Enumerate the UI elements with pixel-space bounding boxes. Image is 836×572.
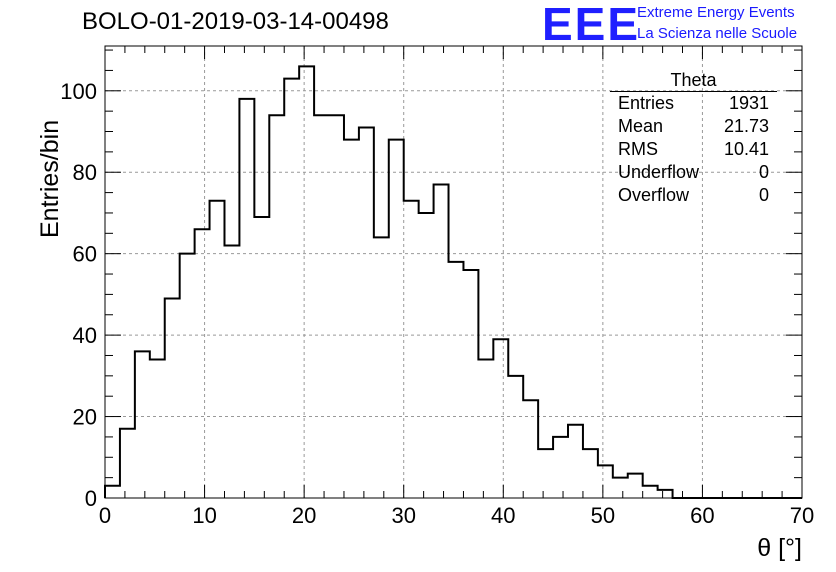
stats-title: Theta	[610, 70, 777, 92]
y-tick-label: 80	[73, 160, 97, 185]
stats-label: RMS	[618, 139, 658, 159]
x-tick-label: 50	[591, 503, 615, 528]
histogram-bin	[165, 298, 180, 498]
histogram-bin	[284, 79, 299, 498]
histogram-bin	[598, 465, 613, 498]
x-tick-label: 30	[391, 503, 415, 528]
histogram-bin	[344, 140, 359, 498]
y-tick-label: 0	[85, 486, 97, 511]
histogram-bin	[434, 184, 449, 498]
x-axis-title: θ [°]	[757, 534, 802, 562]
histogram-bin	[135, 351, 150, 498]
histogram-bin	[538, 449, 553, 498]
histogram-bin	[463, 270, 478, 498]
x-tick-label: 70	[790, 503, 814, 528]
histogram-bin	[120, 429, 135, 498]
run-title: BOLO-01-2019-03-14-00498	[82, 8, 389, 35]
org-name-line2: La Scienza nelle Scuole	[637, 25, 798, 42]
x-tick-label: 0	[99, 503, 111, 528]
stats-row-mean: Mean 21.73	[610, 115, 777, 138]
x-tick-label: 20	[292, 503, 316, 528]
stats-value: 10.41	[723, 139, 769, 159]
histogram-bin	[583, 449, 598, 498]
histogram-bin	[643, 486, 658, 498]
histogram-bin	[150, 360, 165, 498]
stats-value: 1931	[728, 93, 769, 113]
stats-value: 0	[758, 185, 769, 205]
stats-row-rms: RMS 10.41	[610, 138, 777, 161]
stats-value: 21.73	[723, 116, 769, 136]
histogram-bin	[628, 474, 643, 498]
histogram-bin	[419, 213, 434, 498]
stats-box: Theta Entries 1931 Mean 21.73 RMS 10.41 …	[610, 70, 777, 207]
histogram-bin	[210, 201, 225, 498]
histogram-bin	[523, 400, 538, 498]
histogram-bin	[404, 201, 419, 498]
histogram-bin	[180, 254, 195, 498]
y-tick-label: 100	[60, 79, 97, 104]
x-tick-label: 10	[192, 503, 216, 528]
histogram-bin	[658, 490, 673, 498]
histogram-bin	[254, 217, 269, 498]
y-tick-label: 20	[73, 405, 97, 430]
histogram-bin	[299, 66, 314, 498]
stats-value: 0	[758, 162, 769, 182]
stats-row-underflow: Underflow 0	[610, 161, 777, 184]
org-name-line1: Extreme Energy Events	[637, 4, 795, 21]
stats-label: Underflow	[618, 162, 700, 182]
histogram-bin	[568, 425, 583, 498]
histogram-bin	[613, 478, 628, 498]
histogram-bin	[239, 99, 254, 498]
histogram-bin	[508, 376, 523, 498]
stats-label: Overflow	[618, 185, 690, 205]
histogram-bin	[195, 229, 210, 498]
histogram-bin	[224, 246, 239, 498]
x-tick-label: 40	[491, 503, 515, 528]
y-axis-title: Entries/bin	[36, 119, 64, 238]
histogram-line	[104, 65, 802, 499]
histogram-bin	[389, 140, 404, 498]
x-tick-label: 60	[690, 503, 714, 528]
histogram-bin	[359, 127, 374, 498]
histogram-bin	[493, 339, 508, 498]
y-axis-title-wrap: Entries/bin	[4, 60, 64, 238]
stats-label: Entries	[618, 93, 675, 113]
histogram-bin	[449, 262, 464, 498]
histogram-bin	[553, 437, 568, 498]
plot-frame	[104, 45, 803, 499]
stats-row-entries: Entries 1931	[610, 92, 777, 115]
histogram-bin	[374, 237, 389, 498]
stats-row-overflow: Overflow 0	[610, 184, 777, 207]
stats-label: Mean	[618, 116, 664, 136]
eee-logo: EEE	[542, 0, 641, 50]
histogram-bin	[105, 486, 120, 498]
y-tick-label: 60	[73, 242, 97, 267]
y-tick-label: 40	[73, 323, 97, 348]
histogram-bin	[478, 360, 493, 498]
